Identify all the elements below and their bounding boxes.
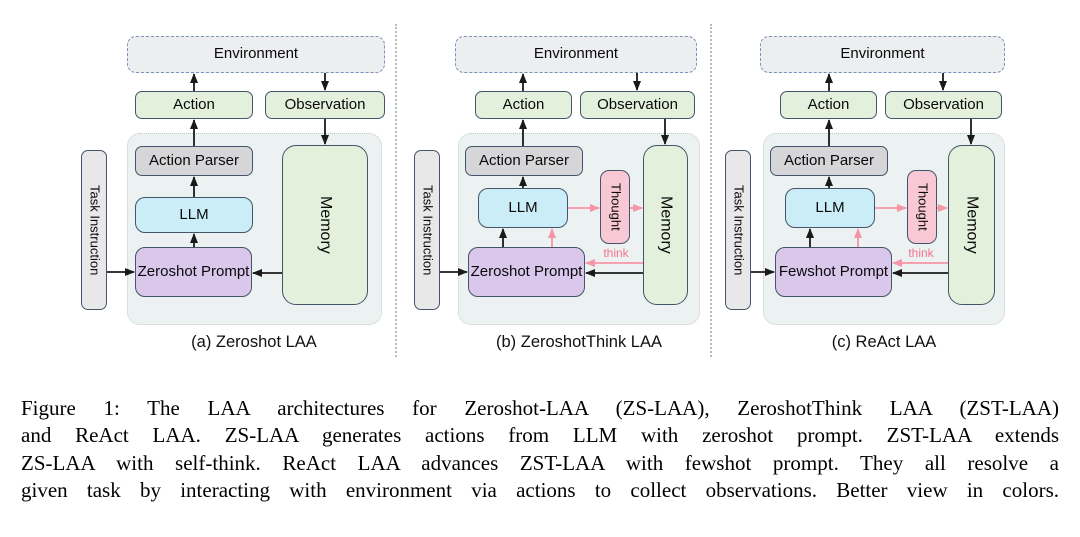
task-instruction-box: Task Instruction: [81, 150, 107, 310]
action-parser-box: Action Parser: [770, 146, 888, 176]
figure-caption: Figure 1: The LAA architectures for Zero…: [21, 395, 1059, 505]
task-instruction-box: Task Instruction: [414, 150, 440, 310]
llm-box: LLM: [785, 188, 875, 228]
task-instruction-box: Task Instruction: [725, 150, 751, 310]
environment-box: Environment: [455, 36, 697, 73]
action-parser-box: Action Parser: [465, 146, 583, 176]
observation-box: Observation: [885, 91, 1002, 119]
figure-caption-line: Figure 1: The LAA architectures for Zero…: [21, 396, 1059, 420]
panel-a-caption: (a) Zeroshot LAA: [191, 333, 317, 351]
figure-caption-line: given task by interacting with environme…: [21, 478, 1059, 503]
panel-b-caption: (b) ZeroshotThink LAA: [496, 333, 662, 351]
panel-c-caption: (c) ReAct LAA: [831, 333, 937, 351]
panel-separator-ab: [395, 24, 397, 357]
llm-box: LLM: [478, 188, 568, 228]
panel-separator-bc: [710, 24, 712, 357]
action-parser-box: Action Parser: [135, 146, 253, 176]
think-arrow-label: think: [603, 246, 629, 260]
thought-box: Thought: [907, 170, 937, 244]
memory-box: Memory: [948, 145, 995, 305]
thought-box: Thought: [600, 170, 630, 244]
action-box: Action: [475, 91, 572, 119]
action-box: Action: [780, 91, 877, 119]
environment-box: Environment: [760, 36, 1005, 73]
figure-caption-line: ZS-LAA with self-think. ReAct LAA advanc…: [21, 450, 1059, 475]
figure-caption-line: and ReAct LAA. ZS-LAA generates actions …: [21, 423, 1059, 448]
zeroshot-prompt-box: Zeroshot Prompt: [468, 247, 585, 297]
llm-box: LLM: [135, 197, 253, 233]
think-arrow-label: think: [908, 246, 934, 260]
memory-box: Memory: [643, 145, 688, 305]
zeroshot-prompt-box: Zeroshot Prompt: [135, 247, 252, 297]
fewshot-prompt-box: Fewshot Prompt: [775, 247, 892, 297]
observation-box: Observation: [265, 91, 385, 119]
action-box: Action: [135, 91, 253, 119]
memory-box: Memory: [282, 145, 368, 305]
environment-box: Environment: [127, 36, 385, 73]
observation-box: Observation: [580, 91, 695, 119]
